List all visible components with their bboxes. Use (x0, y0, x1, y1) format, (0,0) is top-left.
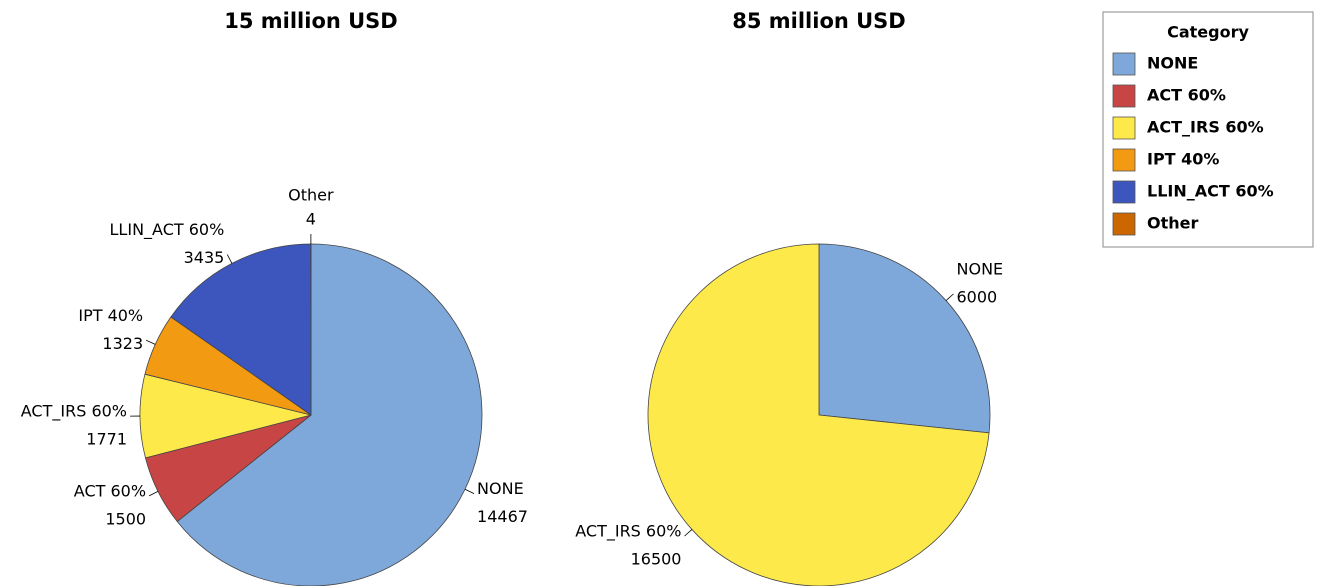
slice-value: 4 (306, 210, 316, 229)
slice-value: 16500 (631, 550, 682, 569)
slice-label: LLIN_ACT 60% (110, 220, 225, 240)
slice-value: 1323 (102, 334, 143, 353)
leader-line (945, 293, 954, 301)
legend-label: IPT 40% (1147, 150, 1219, 169)
legend-swatch (1112, 84, 1136, 108)
chart-title: 85 million USD (732, 9, 906, 33)
legend-label: NONE (1147, 54, 1198, 73)
legend-swatch (1112, 212, 1136, 236)
legend-label: LLIN_ACT 60% (1147, 182, 1274, 201)
slice-label: ACT 60% (74, 481, 146, 500)
leader-line (464, 488, 475, 494)
leader-line (145, 339, 156, 345)
pie-slice (647, 243, 990, 586)
leader-line (226, 254, 233, 264)
slice-label: NONE (957, 259, 1004, 278)
slice-label: Other (288, 186, 334, 205)
legend-swatch (1112, 180, 1136, 204)
legend-swatch (1112, 148, 1136, 172)
legend-label: ACT_IRS 60% (1147, 118, 1264, 137)
legend-swatch (1112, 116, 1136, 140)
slice-value: 1500 (105, 509, 146, 528)
legend-swatch (1112, 52, 1136, 76)
slice-value: 14467 (477, 507, 528, 526)
slice-value: 3435 (184, 248, 225, 267)
slice-label: ACT_IRS 60% (575, 522, 681, 542)
leader-line (148, 491, 159, 497)
legend-label: Other (1147, 214, 1198, 233)
legend-box (1102, 11, 1314, 248)
chart-title: 15 million USD (224, 9, 398, 33)
slice-value: 1771 (86, 430, 127, 449)
legend-title: Category (1167, 23, 1249, 42)
pie-slice (818, 243, 991, 434)
slice-value: 6000 (957, 287, 998, 306)
slice-label: ACT_IRS 60% (21, 402, 127, 422)
slice-label: NONE (477, 479, 524, 498)
legend-label: ACT 60% (1147, 86, 1226, 105)
slice-label: IPT 40% (78, 306, 143, 325)
leader-line (684, 529, 693, 537)
